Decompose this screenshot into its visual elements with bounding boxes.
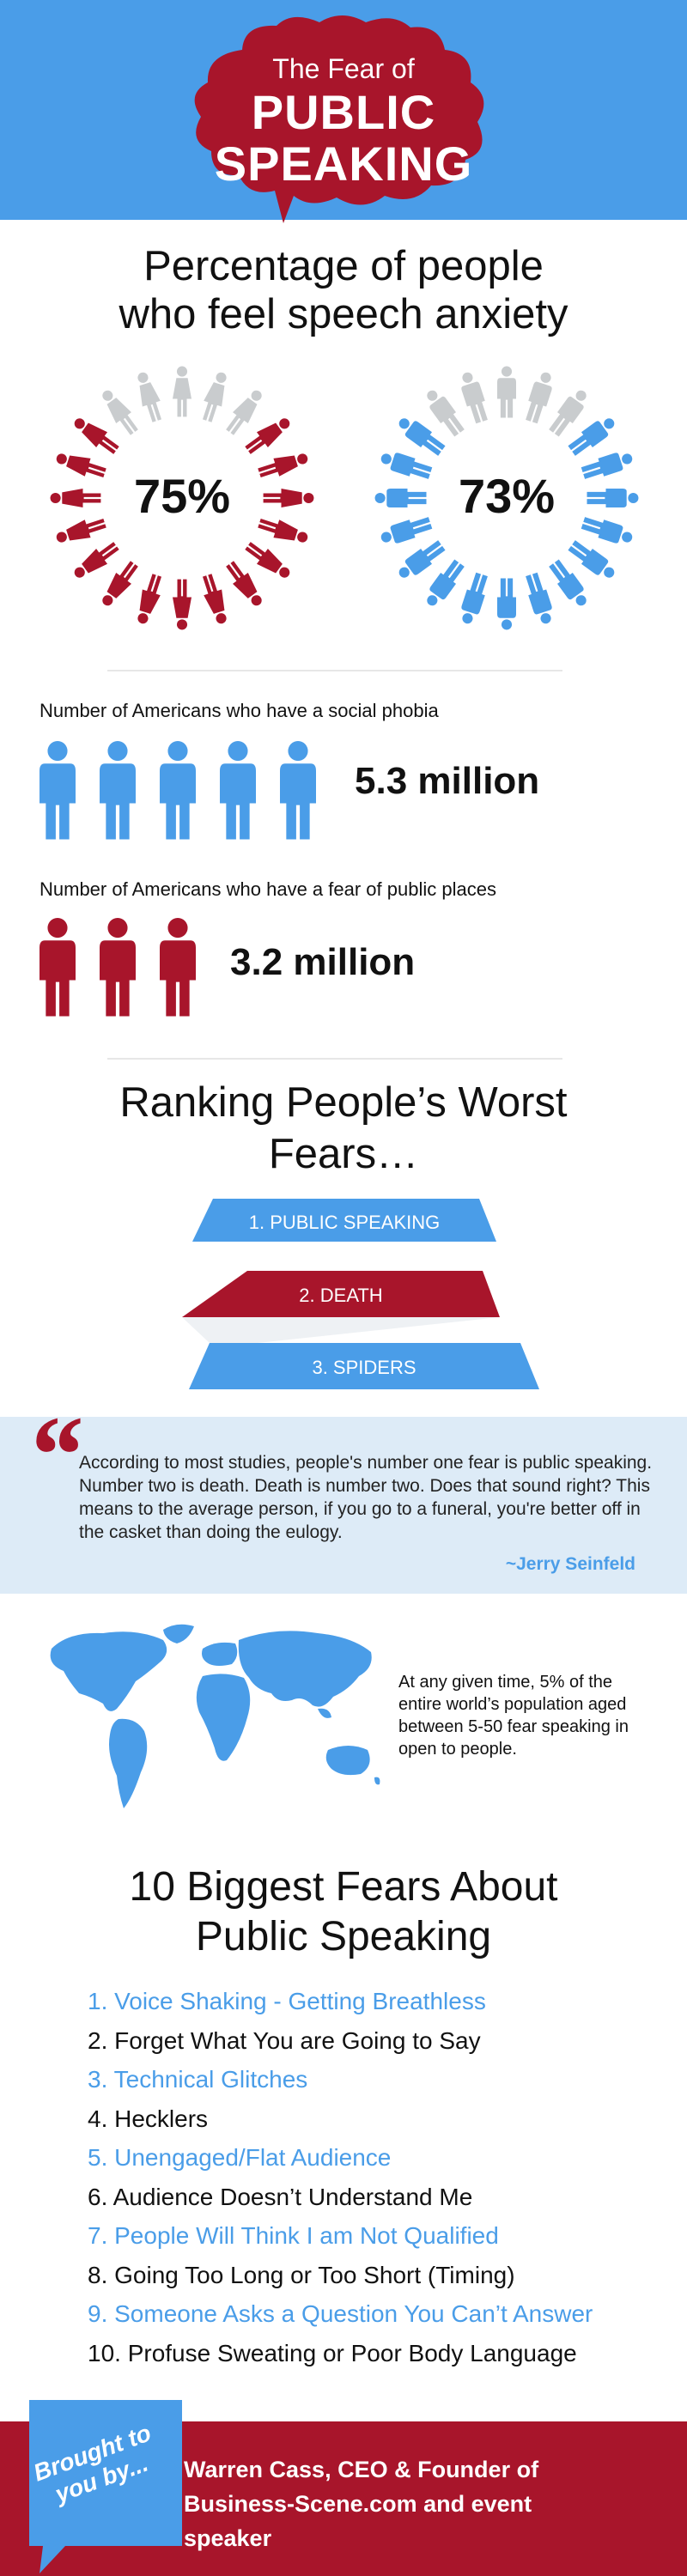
person-icon [50,488,101,507]
places-value: 3.2 million [230,941,416,983]
person-icon [568,540,615,578]
places-label: Number of Americans who have a fear of p… [40,878,496,900]
person-icon [226,390,262,435]
footer-credit: Warren Cass, CEO & Founder of Business-S… [184,2457,539,2551]
women-percent: 75% [133,469,231,523]
fear-item: 4. Hecklers [88,2105,209,2132]
speech-cloud-icon [194,15,484,223]
places-people-icons [40,918,196,1017]
header-line2: PUBLIC [251,85,436,139]
person-icon [56,453,106,477]
rank-3-label: 3. SPIDERS [312,1357,416,1378]
person-icon [137,574,161,624]
person-icon [526,572,552,624]
fear-item: 1. Voice Shaking - Getting Breathless [88,1988,486,2014]
person-icon [173,579,192,630]
person-icon [173,366,192,417]
person-icon [427,390,465,437]
person-icon [587,489,639,508]
anxiety-title-1: Percentage of people [143,243,544,289]
anxiety-title-2: who feel speech anxiety [119,291,568,337]
rank-1-bar [192,1199,496,1242]
ranking-title-2: Fears… [268,1131,419,1177]
quote-author: ~Jerry Seinfeld [505,1554,635,1574]
fear-item: 7. People Will Think I am Not Qualified [88,2222,499,2249]
fears-list: 1. Voice Shaking - Getting Breathless 2.… [88,1982,672,2372]
person-icon [102,390,138,435]
person-icon [258,519,308,543]
fears-title-2: Public Speaking [195,1914,492,1959]
men-ring-chart [374,366,639,630]
social-label: Number of Americans who have a social ph… [40,700,439,721]
person-icon [280,741,316,840]
rank-1-label: 1. PUBLIC SPEAKING [248,1212,441,1233]
fear-item: 8. Going Too Long or Too Short (Timing) [88,2261,515,2288]
person-icon [137,372,161,422]
quote-mark-icon: “ [26,1394,82,1517]
quote-band [0,1417,687,1594]
person-icon [380,517,433,544]
quote-text: According to most studies, people's numb… [79,1453,653,1542]
person-icon [549,559,587,606]
rank-2-label: 2. DEATH [299,1285,383,1306]
world-map-icon [50,1624,380,1808]
person-icon [245,418,290,454]
social-people-icons [40,741,316,840]
person-icon [160,741,196,840]
person-icon [100,918,136,1017]
map-text: At any given time, 5% of the entire worl… [398,1673,629,1759]
badge-shape [29,2400,182,2573]
person-icon [581,453,633,479]
person-icon [568,418,615,456]
divider [107,670,562,671]
women-ring-chart [50,366,314,630]
person-icon [258,453,308,477]
fear-item: 9. Someone Asks a Question You Can’t Ans… [88,2300,593,2327]
fears-title-1: 10 Biggest Fears About [129,1864,558,1910]
person-icon [160,918,196,1017]
person-icon [526,372,552,424]
ranking-pyramid [182,1199,539,1389]
rank-3-bar [189,1343,539,1389]
person-icon [74,542,119,578]
person-icon [497,366,516,418]
men-percent: 73% [458,469,556,523]
person-icon [581,517,633,544]
person-icon [461,572,488,624]
person-icon [226,561,262,606]
fear-item: 10. Profuse Sweating or Poor Body Langua… [88,2339,577,2366]
person-icon [102,561,138,606]
divider [107,1058,562,1060]
fear-item: 3. Technical Glitches [88,2066,308,2093]
person-icon [74,418,119,454]
social-value: 5.3 million [355,760,540,802]
person-icon [497,578,516,630]
header-line1: The Fear of [272,53,415,84]
person-icon [40,918,76,1017]
person-icon [427,559,465,606]
person-icon [398,540,446,578]
person-icon [100,741,136,840]
person-icon [56,519,106,543]
person-icon [398,418,446,456]
header-line3: SPEAKING [214,137,473,191]
person-icon [461,372,488,424]
person-icon [203,372,227,422]
person-icon [380,453,433,479]
person-icon [220,741,256,840]
person-icon [549,390,587,437]
fear-item: 6. Audience Doesn’t Understand Me [88,2183,473,2210]
fear-item: 2. Forget What You are Going to Say [88,2026,481,2054]
person-icon [263,489,314,508]
person-icon [374,488,427,507]
rank-2-bar [182,1271,500,1317]
ranking-title-1: Ranking People’s Worst [119,1079,568,1126]
person-icon [245,542,290,578]
person-icon [40,741,76,840]
fear-item: 5. Unengaged/Flat Audience [88,2144,392,2171]
person-icon [203,574,227,624]
